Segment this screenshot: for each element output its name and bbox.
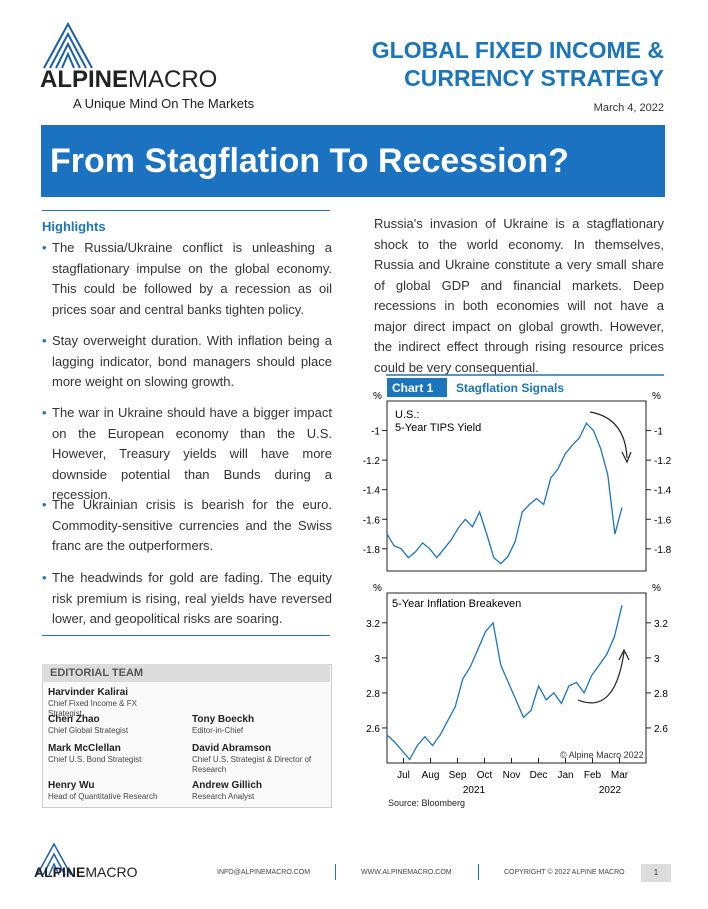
divider (335, 864, 336, 880)
x-tick-label: Dec (530, 770, 548, 781)
y-tick-label: -1 (654, 427, 663, 438)
y-tick-label: -1.6 (654, 515, 672, 526)
member-role: Chief U.S. Bond Strategist (48, 755, 142, 764)
x-tick-label: Oct (477, 770, 493, 781)
y-tick-label: 2.8 (654, 689, 668, 700)
unit-label: % (652, 583, 661, 594)
member-name: Henry Wu (48, 780, 95, 791)
member-name: David Abramson (192, 743, 272, 754)
x-tick-label: Nov (503, 770, 521, 781)
logo-light: MACRO (128, 66, 218, 93)
footer-logo-mark (36, 842, 72, 876)
member-role: Head of Quantitative Research (48, 792, 158, 801)
y-tick-label: -1.8 (363, 545, 381, 556)
x-tick-label: Jul (397, 770, 410, 781)
member-role: Chief Fixed Income & FX Strategist (48, 699, 137, 718)
x-tick-label: Jan (557, 770, 573, 781)
y-tick-label: 3.2 (654, 619, 668, 630)
y-tick-label: -1.6 (363, 515, 381, 526)
series-line (386, 605, 623, 761)
divider (478, 864, 479, 880)
member-role: Editor-in-Chief (192, 726, 244, 735)
member-name: Tony Boeckh (192, 714, 255, 725)
annotation-arrow (577, 411, 632, 704)
chart-label: Chart 1 (392, 381, 434, 395)
x-tick-label: Feb (584, 770, 602, 781)
tagline: A Unique Mind On The Markets (73, 96, 255, 111)
panel-title: 5-Year TIPS Yield (395, 422, 481, 434)
editorial-box (42, 664, 332, 808)
y-tick-label: -1.8 (654, 545, 672, 556)
date: March 4, 2022 (593, 102, 664, 114)
series-line (386, 422, 623, 565)
year-label: 2022 (599, 785, 622, 796)
logo-light: MACRO (85, 864, 138, 880)
unit-label: % (373, 583, 382, 594)
rule (42, 210, 330, 211)
highlight: The Ukrainian crisis is bearish for the … (42, 495, 332, 557)
year-label: 2021 (463, 785, 486, 796)
y-tick-label: -1 (371, 427, 380, 438)
unit-label: % (373, 391, 382, 402)
y-tick-label: -1.2 (654, 456, 672, 467)
rule (42, 635, 330, 636)
highlight: The Russia/Ukraine conflict is unleashin… (42, 238, 332, 320)
y-tick-label: -1.4 (654, 486, 672, 497)
highlight: Stay overweight duration. With inflation… (42, 331, 332, 393)
logo-mark (43, 22, 93, 69)
logo: ALPINEMACRO (40, 66, 217, 94)
editorial-heading: EDITORIAL TEAM (42, 664, 330, 682)
x-tick-label: Mar (611, 770, 629, 781)
member-name: Chen Zhao (48, 714, 100, 725)
highlight: The headwinds for gold are fading. The e… (42, 568, 332, 630)
body-text: Russia's invasion of Ukraine is a stagfl… (374, 216, 664, 375)
plot-frame (386, 592, 647, 764)
report-title: CURRENCY STRATEGY (404, 65, 664, 91)
plot-frame (386, 400, 647, 572)
report-title: GLOBAL FIXED INCOME & (371, 37, 664, 63)
unit-label: % (652, 391, 661, 402)
y-tick-label: 2.6 (366, 724, 380, 735)
footer-website: WWW.ALPINEMACRO.COM (361, 869, 452, 876)
highlights-heading: Highlights (42, 219, 106, 234)
footer-email: INFO@ALPINEMACRO.COM (217, 869, 311, 876)
source: Source: Bloomberg (388, 798, 465, 808)
footer-logo: ALPINEMACRO (34, 864, 137, 880)
y-tick-label: 2.6 (654, 724, 668, 735)
x-tick-label: Aug (422, 770, 440, 781)
x-tick-label: Sep (449, 770, 467, 781)
page-number: 1 (641, 864, 671, 882)
member-role: Chief Global Strategist (48, 726, 129, 735)
member-role: Chief U.S. Strategist & Director of Rese… (192, 755, 312, 774)
member-name: Harvinder Kalirai (48, 687, 129, 698)
y-tick-label: -1.2 (363, 456, 381, 467)
logo-bold: ALPINE (40, 66, 129, 93)
banner (41, 125, 665, 197)
y-tick-label: 2.8 (366, 689, 380, 700)
logo-bold: ALPINE (34, 864, 86, 880)
panel-title: U.S.: (395, 409, 419, 421)
member-name: Andrew Gillich (192, 780, 263, 791)
footer-copyright: COPYRIGHT © 2022 ALPINE MACRO (504, 869, 625, 876)
banner-title: From Stagflation To Recession? (50, 142, 569, 180)
y-tick-label: 3 (374, 654, 380, 665)
member-name: Mark McClellan (48, 743, 121, 754)
chart-label-box (387, 378, 447, 397)
member-role: Research Analyst (192, 792, 255, 801)
copyright: © Alpine Macro 2022 (560, 750, 644, 760)
y-tick-label: 3.2 (366, 619, 380, 630)
chart: Chart 1 Stagflation Signals © Alpine Mac… (363, 374, 672, 808)
y-tick-label: 3 (654, 654, 660, 665)
panel-title: 5-Year Inflation Breakeven (392, 598, 521, 610)
chart-title: Stagflation Signals (456, 381, 564, 395)
y-tick-label: -1.4 (363, 486, 381, 497)
